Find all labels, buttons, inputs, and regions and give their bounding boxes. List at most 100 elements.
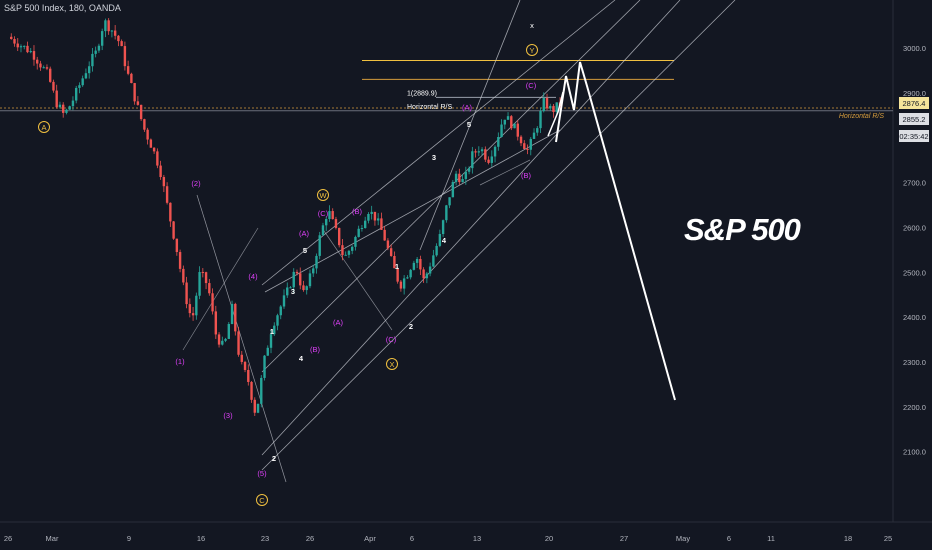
x-tick-label: 26 xyxy=(4,534,12,543)
candle-body xyxy=(354,236,357,247)
candle-body xyxy=(484,149,487,160)
price-box-label: 02:35:42 xyxy=(899,132,928,141)
wave-label: (2) xyxy=(191,179,201,188)
candle-body xyxy=(178,252,182,269)
candle-body xyxy=(45,67,49,69)
candle-body xyxy=(370,211,373,214)
candle-body xyxy=(146,129,149,140)
chart-annotation-title: S&P 500 xyxy=(684,212,801,247)
candle-body xyxy=(347,250,351,255)
candle-body xyxy=(52,81,55,91)
candle-body xyxy=(435,245,438,256)
y-tick-label: 2900.0 xyxy=(903,89,926,98)
x-tick-label: 23 xyxy=(261,534,269,543)
candle-body xyxy=(393,256,396,269)
candle-body xyxy=(302,285,305,291)
x-tick-label: 27 xyxy=(620,534,628,543)
x-tick-label: 26 xyxy=(306,534,314,543)
candle-body xyxy=(247,369,250,382)
candle-body xyxy=(126,66,130,74)
price-box xyxy=(899,97,929,109)
candle-body xyxy=(373,211,377,221)
candle-body xyxy=(29,51,32,53)
wave-label: (3) xyxy=(223,411,233,420)
candle-body xyxy=(299,273,302,286)
candle-body xyxy=(526,148,529,150)
wave-label: 2 xyxy=(272,454,276,463)
channel-line xyxy=(419,0,521,251)
candle-body xyxy=(113,30,117,36)
candle-body xyxy=(363,220,367,229)
level-label: Horizontal R/S xyxy=(407,104,452,111)
candle-body xyxy=(191,313,195,316)
y-tick-label: 2600.0 xyxy=(903,223,926,232)
wave-label: (A) xyxy=(299,229,310,238)
candle-body xyxy=(162,177,166,187)
wave-label: 1 xyxy=(395,262,399,271)
wave-label: C xyxy=(259,496,265,505)
wave-label: (4) xyxy=(248,272,258,281)
candle-body xyxy=(552,105,555,112)
candle-body xyxy=(91,53,94,67)
wave-label: 3 xyxy=(432,153,436,162)
candle-body xyxy=(523,143,526,149)
candle-body xyxy=(432,255,435,267)
wave-label: (A) xyxy=(333,318,344,327)
candle-body xyxy=(159,165,162,178)
candle-body xyxy=(441,220,445,235)
candle-body xyxy=(279,306,282,316)
candle-body xyxy=(84,73,88,79)
candle-body xyxy=(461,178,464,183)
candle-body xyxy=(39,63,42,68)
trend-line xyxy=(182,227,259,351)
channel-line xyxy=(264,129,561,293)
x-tick-label: 16 xyxy=(197,534,205,543)
wave-label: (5) xyxy=(257,469,267,478)
candle-body xyxy=(107,20,110,32)
x-tick-label: 9 xyxy=(127,534,131,543)
candle-body xyxy=(367,213,370,221)
wave-label: (B) xyxy=(310,345,321,354)
candle-body xyxy=(165,186,169,203)
candle-body xyxy=(376,218,380,221)
wave-label: (C) xyxy=(386,335,397,344)
candle-body xyxy=(130,73,133,84)
candle-body xyxy=(26,45,29,53)
candle-body xyxy=(542,97,545,111)
candle-body xyxy=(201,272,205,274)
projection-path xyxy=(555,61,676,401)
candle-body xyxy=(139,104,143,120)
x-tick-label: 18 xyxy=(844,534,852,543)
candle-body xyxy=(448,197,451,206)
wave-circle xyxy=(526,44,538,56)
candle-body xyxy=(224,338,227,341)
candle-body xyxy=(74,87,78,101)
candle-body xyxy=(104,20,107,32)
candle-body xyxy=(97,45,101,51)
candle-body xyxy=(549,105,552,109)
candle-body xyxy=(295,271,299,274)
candle-body xyxy=(406,277,409,279)
candle-body xyxy=(419,258,422,270)
candle-body xyxy=(256,403,260,413)
wave-label: (1) xyxy=(175,357,185,366)
trend-line xyxy=(321,227,393,331)
y-tick-label: 3000.0 xyxy=(903,44,926,53)
candle-body xyxy=(273,325,276,335)
candle-body xyxy=(318,235,321,256)
candle-body xyxy=(152,147,156,152)
candle-body xyxy=(464,171,468,179)
candle-body xyxy=(32,51,36,60)
wave-label: 2 xyxy=(409,322,413,331)
trend-line xyxy=(196,194,287,483)
candle-body xyxy=(497,136,500,147)
wave-label: (C) xyxy=(526,81,537,90)
candle-body xyxy=(78,85,81,88)
wave-label: (B) xyxy=(352,207,363,216)
candle-body xyxy=(182,268,185,283)
candle-body xyxy=(120,41,123,47)
y-axis-panel xyxy=(893,0,932,550)
candle-body xyxy=(380,218,383,230)
